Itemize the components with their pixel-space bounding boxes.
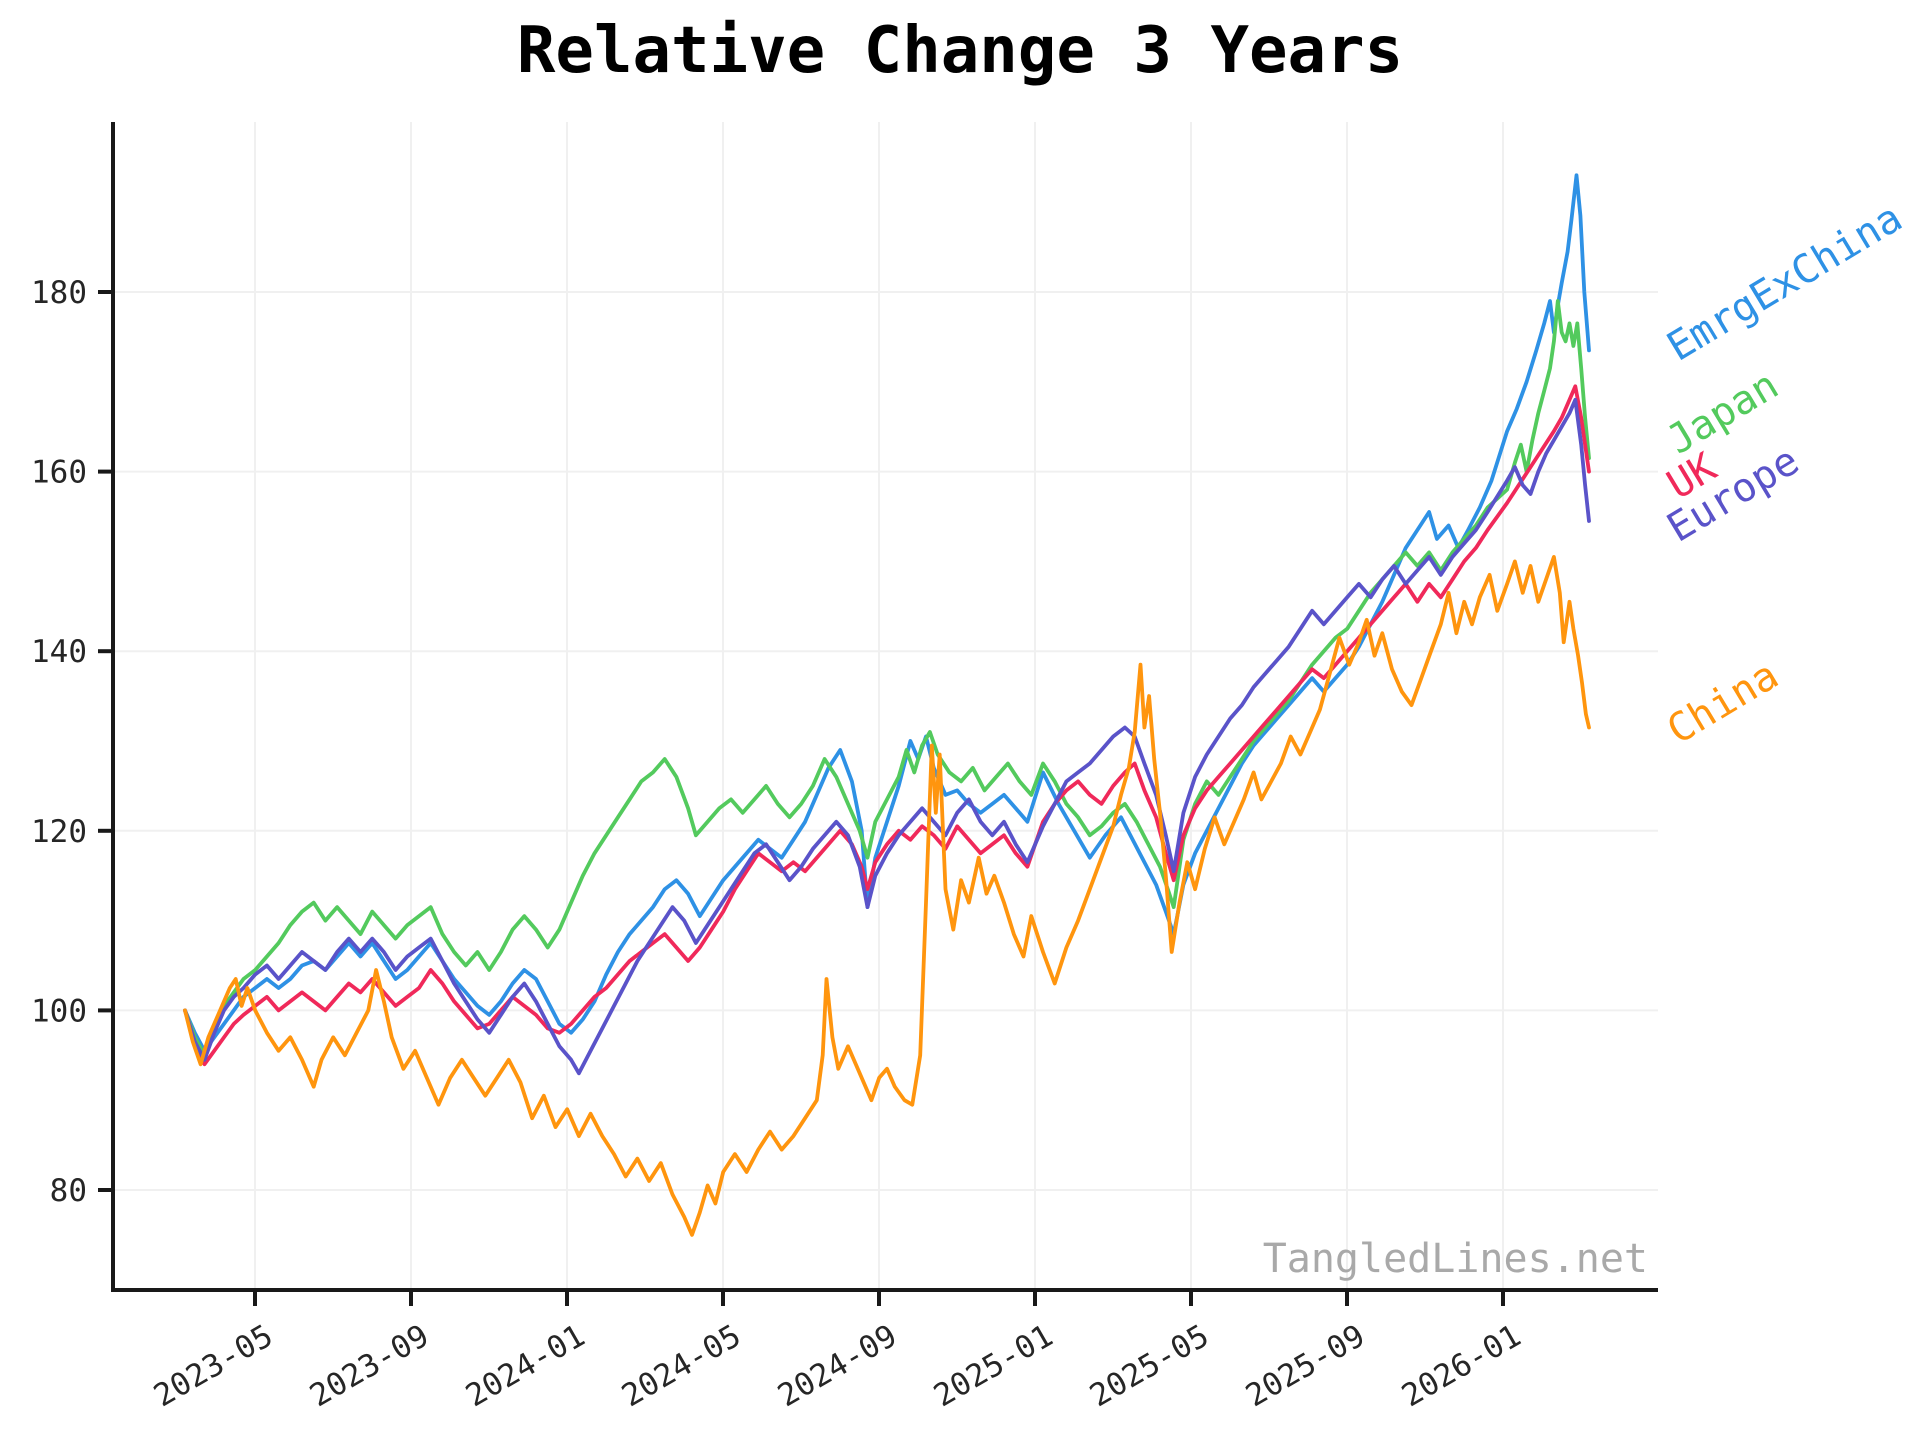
- axis-ticks: [98, 290, 1506, 1306]
- legend-label-china: China: [1659, 652, 1786, 753]
- series-line-europe: [183, 397, 1591, 1076]
- watermark: TangledLines.net: [1263, 1236, 1648, 1282]
- x-tick-label: 2024-01: [460, 1318, 591, 1415]
- x-tick-label: 2023-09: [304, 1318, 435, 1415]
- legend-label-emrgexchina: EmrgExChina: [1659, 195, 1910, 371]
- series-line-uk: [183, 384, 1591, 1067]
- axes-spines: [111, 122, 1658, 1292]
- x-tick-label: 2023-05: [148, 1318, 279, 1415]
- x-tick-label: 2024-09: [772, 1318, 903, 1415]
- x-tick-label: 2026-01: [1396, 1318, 1527, 1415]
- series-line-china: [183, 555, 1591, 1237]
- y-tick-label: 120: [31, 814, 87, 850]
- x-tick-label: 2025-09: [1240, 1318, 1371, 1415]
- chart-title: Relative Change 3 Years: [517, 14, 1403, 88]
- x-tick-label: 2024-05: [616, 1318, 747, 1415]
- x-tick-label: 2025-05: [1084, 1318, 1215, 1415]
- gridlines: [113, 122, 1658, 1290]
- series-line-emrgexchina: [183, 173, 1591, 1053]
- y-tick-label: 180: [31, 275, 87, 311]
- series-lines: [183, 173, 1591, 1237]
- y-tick-label: 100: [31, 993, 87, 1029]
- y-tick-label: 140: [31, 634, 87, 670]
- y-tick-label: 80: [50, 1173, 87, 1209]
- y-tick-label: 160: [31, 455, 87, 491]
- series-line-japan: [183, 299, 1591, 1058]
- x-tick-label: 2025-01: [928, 1318, 1059, 1415]
